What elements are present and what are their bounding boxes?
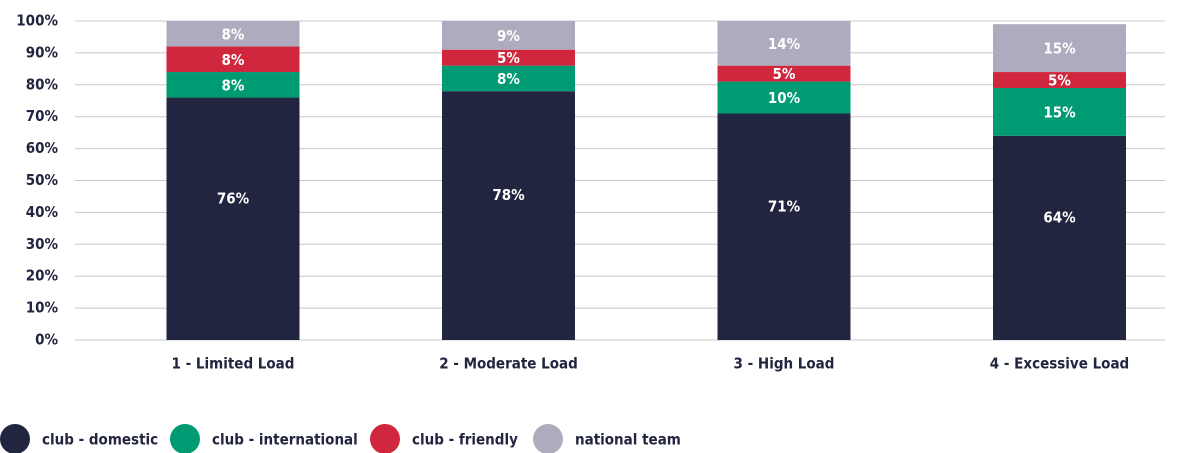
- legend-label: club - friendly: [412, 431, 518, 449]
- bar-segment: [442, 65, 575, 92]
- data-label: 78%: [492, 186, 525, 204]
- legend-swatch: [533, 424, 563, 453]
- bar-segment: [717, 81, 851, 114]
- data-label: 14%: [768, 35, 801, 53]
- data-label: 71%: [768, 197, 801, 215]
- legend-label: club - international: [212, 431, 358, 449]
- bar-segment: [442, 49, 575, 66]
- bar-segment: [717, 113, 851, 340]
- data-label: 15%: [1043, 103, 1076, 121]
- data-label: 64%: [1043, 208, 1076, 226]
- x-tick-label: 2 - Moderate Load: [439, 355, 578, 373]
- legend-swatch: [170, 424, 200, 453]
- legend-swatch: [0, 424, 30, 453]
- y-tick-label: 0%: [35, 331, 58, 349]
- legend-label: national team: [575, 431, 681, 449]
- legend-label: club - domestic: [42, 431, 158, 449]
- y-tick-label: 60%: [26, 139, 59, 157]
- bar-segment: [166, 21, 300, 47]
- y-tick-label: 80%: [26, 75, 59, 93]
- x-tick-label: 4 - Excessive Load: [990, 355, 1129, 373]
- data-label: 5%: [1048, 72, 1071, 90]
- bar-segment: [166, 46, 300, 73]
- data-label: 8%: [497, 70, 520, 88]
- legend-swatch: [370, 424, 400, 453]
- bar-segment: [993, 135, 1126, 340]
- y-tick-label: 50%: [26, 171, 59, 189]
- y-tick-label: 70%: [26, 107, 59, 125]
- data-label: 9%: [497, 27, 520, 45]
- bar-segment: [442, 21, 575, 50]
- bar-segment: [166, 97, 300, 340]
- bar-segment: [166, 72, 300, 98]
- bar-segment: [993, 24, 1126, 73]
- data-label: 5%: [497, 49, 520, 67]
- data-label: 8%: [222, 51, 245, 69]
- y-tick-label: 20%: [26, 267, 59, 285]
- y-tick-label: 100%: [16, 12, 58, 30]
- data-label: 10%: [768, 89, 801, 107]
- data-label: 8%: [222, 76, 245, 94]
- x-tick-label: 3 - High Load: [734, 355, 835, 373]
- bar-segment: [442, 91, 575, 341]
- bar-segment: [717, 65, 851, 82]
- y-tick-label: 40%: [26, 203, 59, 221]
- y-tick-label: 30%: [26, 235, 59, 253]
- bar-segment: [717, 21, 851, 66]
- x-tick-label: 1 - Limited Load: [172, 355, 295, 373]
- data-label: 15%: [1043, 40, 1076, 58]
- data-label: 5%: [773, 65, 796, 83]
- bar-segment: [993, 87, 1126, 136]
- data-label: 76%: [217, 189, 250, 207]
- y-tick-label: 90%: [26, 43, 59, 61]
- y-tick-label: 10%: [26, 299, 59, 317]
- bar-segment: [993, 72, 1126, 88]
- data-label: 8%: [222, 25, 245, 43]
